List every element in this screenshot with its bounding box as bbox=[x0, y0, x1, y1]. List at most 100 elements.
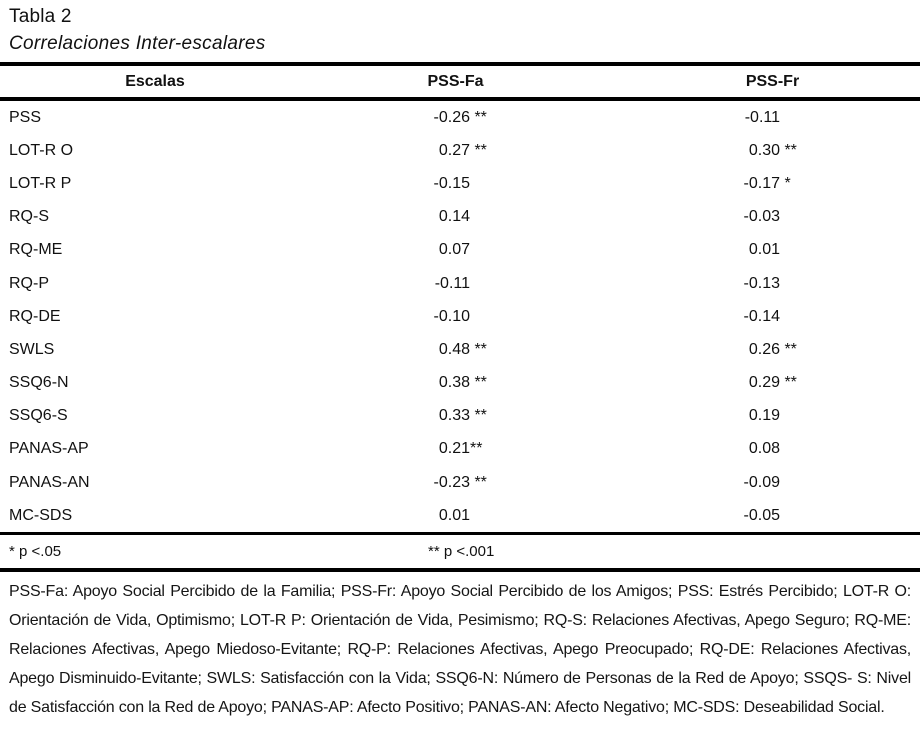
value: 0.14 bbox=[438, 208, 470, 226]
cell-pss-fa: 0.07 bbox=[310, 241, 625, 259]
table-caption: Correlaciones Inter-escalares bbox=[9, 33, 266, 54]
footnote-row: * p <.05 ** p <.001 bbox=[0, 535, 920, 568]
cell-pss-fr: -0.13 bbox=[625, 275, 920, 293]
rule-above-footnotes bbox=[0, 532, 920, 536]
value: 0.26 bbox=[748, 340, 780, 358]
cell-pss-fr: 0.01 bbox=[625, 241, 920, 259]
significance-mark: ** bbox=[470, 440, 483, 458]
row-label: RQ-S bbox=[9, 208, 49, 226]
header-pss-fr: PSS-Fr bbox=[745, 72, 800, 90]
table-body: PSS -0.26 ** -0.11 LOT-R O 0.27 ** 0.30 … bbox=[0, 101, 920, 532]
table-row: PANAS-AN -0.23 ** -0.09 bbox=[0, 466, 920, 499]
table-row: PANAS-AP 0.21** 0.08 bbox=[0, 433, 920, 466]
row-label: RQ-DE bbox=[9, 307, 61, 325]
cell-pss-fr: 0.30 ** bbox=[625, 142, 920, 160]
rule-below-header bbox=[0, 97, 920, 101]
significance-mark: ** bbox=[470, 473, 487, 491]
row-label: LOT-R O bbox=[9, 141, 74, 159]
table-row: MC-SDS 0.01 -0.05 bbox=[0, 499, 920, 532]
row-label: RQ-P bbox=[9, 274, 49, 292]
value: 0.33 bbox=[438, 407, 470, 425]
table-row: RQ-P -0.11 -0.13 bbox=[0, 267, 920, 300]
cell-pss-fa: 0.21** bbox=[310, 440, 625, 458]
rule-top bbox=[0, 62, 920, 66]
cell-pss-fa: 0.38 ** bbox=[310, 374, 625, 392]
cell-pss-fa: -0.26 ** bbox=[310, 109, 625, 127]
significance-mark: ** bbox=[470, 340, 487, 358]
cell-pss-fa: -0.15 bbox=[310, 175, 625, 193]
value: -0.10 bbox=[433, 307, 470, 325]
significance-mark: ** bbox=[780, 340, 797, 358]
cell-pss-fa: 0.48 ** bbox=[310, 341, 625, 359]
header-pss-fa: PSS-Fa bbox=[427, 72, 484, 90]
row-label: SSQ6-S bbox=[9, 407, 68, 425]
row-label: RQ-ME bbox=[9, 241, 63, 259]
table-row: RQ-DE -0.10 -0.14 bbox=[0, 300, 920, 333]
cell-pss-fa: -0.11 bbox=[310, 275, 625, 293]
value: 0.01 bbox=[438, 506, 470, 524]
rule-below-footnotes bbox=[0, 568, 920, 573]
table-number-title: Tabla 2 bbox=[9, 6, 72, 27]
row-label: SSQ6-N bbox=[9, 374, 69, 392]
value: -0.23 bbox=[433, 473, 470, 491]
table-row: RQ-ME 0.07 0.01 bbox=[0, 234, 920, 267]
abbreviations-note: PSS-Fa: Apoyo Social Percibido de la Fam… bbox=[9, 583, 911, 716]
value: 0.27 bbox=[438, 141, 470, 159]
value: 0.38 bbox=[438, 374, 470, 392]
table-row: SSQ6-N 0.38 ** 0.29 ** bbox=[0, 367, 920, 400]
value: 0.29 bbox=[748, 374, 780, 392]
table-header-row: Escalas PSS-Fa PSS-Fr bbox=[0, 66, 920, 97]
significance-mark: ** bbox=[470, 407, 487, 425]
table-row: SSQ6-S 0.33 ** 0.19 bbox=[0, 400, 920, 433]
significance-mark: ** bbox=[780, 374, 797, 392]
row-label: SWLS bbox=[9, 340, 55, 358]
table-row: PSS -0.26 ** -0.11 bbox=[0, 101, 920, 134]
cell-pss-fr: -0.14 bbox=[625, 308, 920, 326]
value: -0.09 bbox=[743, 473, 780, 491]
row-label: PSS bbox=[9, 108, 42, 126]
header-escalas: Escalas bbox=[125, 72, 185, 90]
footnote-p001: ** p <.001 bbox=[428, 543, 495, 561]
value: 0.30 bbox=[748, 141, 780, 159]
value: 0.48 bbox=[438, 340, 470, 358]
value: -0.14 bbox=[743, 307, 780, 325]
value: -0.15 bbox=[433, 174, 470, 192]
cell-pss-fr: -0.09 bbox=[625, 474, 920, 492]
table-row: LOT-R O 0.27 ** 0.30 ** bbox=[0, 134, 920, 167]
table-row: RQ-S 0.14 -0.03 bbox=[0, 201, 920, 234]
cell-pss-fa: 0.27 ** bbox=[310, 142, 625, 160]
cell-pss-fr: 0.26 ** bbox=[625, 341, 920, 359]
value: 0.21 bbox=[438, 440, 470, 458]
cell-pss-fa: 0.14 bbox=[310, 208, 625, 226]
value: -0.11 bbox=[434, 274, 470, 292]
significance-mark: * bbox=[780, 174, 791, 192]
cell-pss-fa: -0.23 ** bbox=[310, 474, 625, 492]
value: 0.19 bbox=[748, 407, 780, 425]
row-label: MC-SDS bbox=[9, 506, 73, 524]
row-label: PANAS-AP bbox=[9, 440, 89, 458]
table-row: SWLS 0.48 ** 0.26 ** bbox=[0, 333, 920, 366]
value: -0.11 bbox=[744, 108, 780, 126]
value: 0.01 bbox=[748, 241, 780, 259]
cell-pss-fa: 0.33 ** bbox=[310, 407, 625, 425]
cell-pss-fr: 0.19 bbox=[625, 407, 920, 425]
significance-mark: ** bbox=[470, 374, 487, 392]
value: -0.26 bbox=[433, 108, 470, 126]
row-label: PANAS-AN bbox=[9, 473, 90, 491]
significance-mark: ** bbox=[470, 141, 487, 159]
cell-pss-fa: -0.10 bbox=[310, 308, 625, 326]
cell-pss-fr: 0.08 bbox=[625, 440, 920, 458]
table-row: LOT-R P -0.15 -0.17 * bbox=[0, 167, 920, 200]
footnote-p05: * p <.05 bbox=[9, 543, 62, 561]
cell-pss-fr: 0.29 ** bbox=[625, 374, 920, 392]
cell-pss-fr: -0.05 bbox=[625, 507, 920, 525]
cell-pss-fr: -0.11 bbox=[625, 109, 920, 127]
cell-pss-fr: -0.17 * bbox=[625, 175, 920, 193]
value: -0.05 bbox=[743, 506, 780, 524]
value: -0.17 bbox=[743, 174, 780, 192]
significance-mark: ** bbox=[780, 141, 797, 159]
value: 0.07 bbox=[438, 241, 470, 259]
value: 0.08 bbox=[748, 440, 780, 458]
value: -0.13 bbox=[743, 274, 780, 292]
